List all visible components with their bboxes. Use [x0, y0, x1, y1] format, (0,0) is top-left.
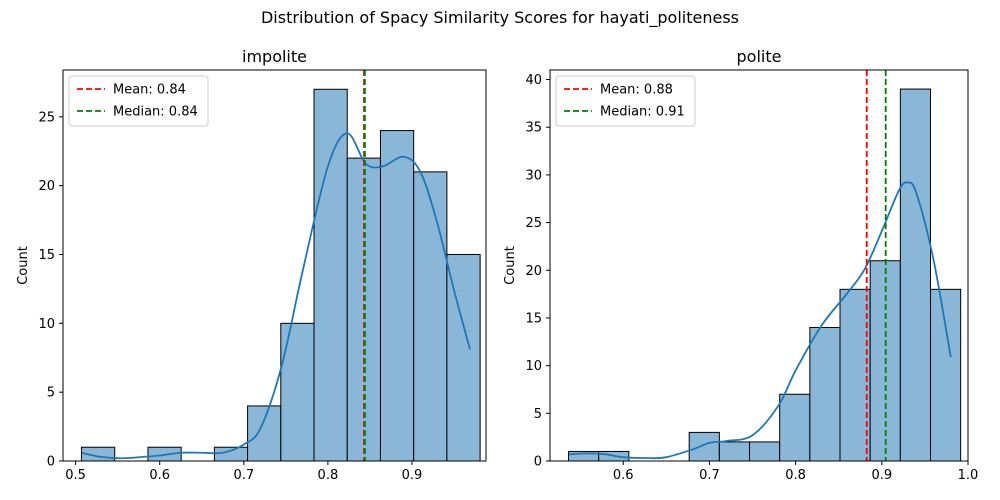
y-tick-label: 20 [38, 179, 55, 194]
legend-mean-label: Mean: 0.88 [600, 83, 673, 98]
legend-median-label: Median: 0.91 [600, 105, 685, 120]
kde-curve [568, 181, 952, 460]
x-tick-label: 0.7 [233, 468, 254, 483]
histogram-bar [930, 288, 962, 462]
x-tick-label: 0.9 [871, 468, 892, 483]
histogram-bar [688, 431, 720, 462]
histogram-bar [413, 171, 448, 462]
histogram-bar [446, 253, 481, 462]
y-tick-label: 5 [47, 386, 55, 401]
legend-box [68, 75, 209, 127]
histogram-bar [718, 441, 751, 462]
x-tick-label: 0.6 [613, 468, 634, 483]
y-tick-label: 40 [525, 73, 542, 88]
y-tick-label: 15 [525, 311, 542, 326]
x-tick-label: 0.5 [65, 468, 86, 483]
y-tick-label: 10 [38, 317, 55, 332]
y-tick-label: 25 [38, 110, 55, 125]
y-tick-label: 30 [525, 168, 542, 183]
axes-frame [62, 69, 487, 462]
histogram-bar [809, 326, 841, 462]
histogram-bar [749, 441, 781, 462]
y-tick-label: 10 [525, 359, 542, 374]
x-tick-label: 0.9 [402, 468, 423, 483]
x-tick-label: 1.0 [958, 468, 979, 483]
axes-frame [549, 69, 969, 462]
y-tick-label: 35 [525, 121, 542, 136]
x-tick-label: 0.8 [785, 468, 806, 483]
y-tick-label: 25 [525, 216, 542, 231]
x-tick-label: 0.7 [699, 468, 720, 483]
y-tick-label: 5 [534, 407, 542, 422]
histogram-bar [247, 405, 282, 462]
kde-curve [81, 132, 471, 460]
histogram-bar [899, 88, 932, 462]
x-tick-label: 0.6 [149, 468, 170, 483]
y-axis-label: Count [503, 246, 518, 285]
subplot-title: polite [737, 47, 782, 66]
histogram-bar [379, 130, 415, 462]
histogram-bar [280, 322, 315, 462]
figure-title: Distribution of Spacy Similarity Scores … [261, 8, 739, 28]
panel-polite: 0.6 0.7 0.8 0.9 1.0 0 5 10 15 20 25 30 35 40 polite Cou… [503, 47, 978, 483]
x-tick-label: 0.8 [318, 468, 339, 483]
histogram-bar [213, 446, 249, 462]
panel-impolite: 0.5 0.6 0.7 0.8 0.9 0 5 10 15 20 25 impolite Count Me… [16, 47, 487, 483]
legend-median-label: Median: 0.84 [113, 105, 198, 120]
histogram-bar [839, 288, 871, 462]
histogram-bar [313, 88, 348, 462]
y-axis-label: Count [16, 246, 31, 285]
legend-box [555, 75, 696, 127]
y-tick-label: 20 [525, 264, 542, 279]
histogram-bar [779, 393, 811, 462]
y-tick-label: 15 [38, 248, 55, 263]
legend-mean-label: Mean: 0.84 [113, 83, 186, 98]
y-tick-label: 0 [534, 455, 542, 470]
y-tick-label: 0 [47, 455, 55, 470]
subplot-title: impolite [242, 47, 307, 66]
